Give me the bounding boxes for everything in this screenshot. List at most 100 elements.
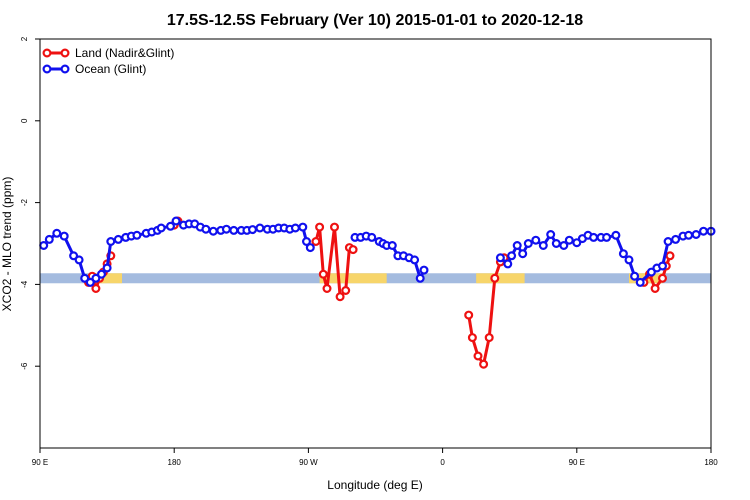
x-axis-label: Longitude (deg E) xyxy=(327,478,422,492)
legend: Land (Nadir&Glint) Ocean (Glint) xyxy=(42,46,174,76)
series-1-point-0-15 xyxy=(132,230,142,240)
series-1-point-1-3 xyxy=(367,232,377,242)
series-0-point-3-0 xyxy=(464,310,474,320)
series-1-point-0-3 xyxy=(59,231,69,241)
series-1-point-0-27 xyxy=(208,226,218,236)
series-1-point-0-40 xyxy=(290,223,300,233)
series-1-point-2-18 xyxy=(611,230,621,240)
series-1-point-0-1 xyxy=(44,234,54,244)
series-1-point-2-29 xyxy=(684,230,694,240)
legend-marker-right-0 xyxy=(60,48,70,58)
series-1-point-0-9 xyxy=(96,269,106,279)
series-0-point-2-0 xyxy=(311,237,321,247)
legend-marker-right-1 xyxy=(60,64,70,74)
legend-label-1: Ocean (Glint) xyxy=(75,62,146,76)
series-0-point-2-8 xyxy=(348,245,358,255)
series-1-point-0-0 xyxy=(39,241,49,251)
series-0-point-3-2 xyxy=(473,351,483,361)
legend-marker-left-1 xyxy=(42,64,52,74)
series-1-point-0-11 xyxy=(106,237,116,247)
series-0-point-2-3 xyxy=(322,284,332,294)
series-0-point-2-1 xyxy=(315,222,325,232)
series-1-point-0-6 xyxy=(80,273,90,283)
series-1-point-0-33 xyxy=(248,225,258,235)
y-axis-label: XCO2 - MLO trend (ppm) xyxy=(0,177,14,312)
series-1-point-2-8 xyxy=(546,230,556,240)
series-1-point-0-8 xyxy=(91,273,101,283)
series-1-point-2-19 xyxy=(618,249,628,259)
series-1-point-2-26 xyxy=(663,237,673,247)
x-tick-label-1: 180 xyxy=(168,458,182,467)
series-1-point-2-25 xyxy=(657,261,667,271)
series-1-point-2-4 xyxy=(518,249,528,259)
series-0-point-2-4 xyxy=(330,222,340,232)
series-0-point-2-6 xyxy=(341,286,351,296)
series-1-point-1-13 xyxy=(419,265,429,275)
series-1-point-0-7 xyxy=(85,277,95,287)
series-1-point-0-21 xyxy=(171,216,181,226)
series-0-point-4-5 xyxy=(665,251,675,261)
x-tick-label-5: 180 xyxy=(704,458,718,467)
plot-area-border xyxy=(39,38,712,449)
land-band-2 xyxy=(476,273,525,284)
x-tick-label-0: 90 E xyxy=(32,458,48,467)
series-1-point-0-34 xyxy=(255,223,265,233)
axis-ticks: 90 E 180 90 W 0 90 E 180 2 0 -2 -4 -6 xyxy=(20,36,718,467)
series-1-point-2-9 xyxy=(551,239,561,249)
series-0-point-3-1 xyxy=(467,333,477,343)
series-1-point-0-42 xyxy=(302,237,312,247)
series-1-point-0-2 xyxy=(52,228,62,238)
series-1-point-2-27 xyxy=(671,234,681,244)
series-0-point-3-4 xyxy=(484,333,494,343)
background-band xyxy=(40,273,711,284)
series-1-point-2-31 xyxy=(698,226,708,236)
series-1-point-2-15 xyxy=(589,232,599,242)
series-0-point-4-2 xyxy=(650,284,660,294)
series-1-point-0-26 xyxy=(201,224,211,234)
series-1-point-2-21 xyxy=(630,271,640,281)
series-1 xyxy=(39,216,716,287)
series-1-point-0-5 xyxy=(74,255,84,265)
series-1-point-0-30 xyxy=(229,225,239,235)
series-1-point-1-11 xyxy=(410,255,420,265)
series-1-point-2-5 xyxy=(523,239,533,249)
series-1-point-0-10 xyxy=(102,263,112,273)
series-0-point-3-5 xyxy=(490,273,500,283)
series-1-point-0-41 xyxy=(298,222,308,232)
series-0-point-0-2 xyxy=(91,284,101,294)
series-1-point-2-0 xyxy=(495,253,505,263)
series-1-point-2-17 xyxy=(602,232,612,242)
series-0-line-2 xyxy=(314,225,354,299)
series-1-point-2-7 xyxy=(538,241,548,251)
legend-label-0: Land (Nadir&Glint) xyxy=(75,46,174,60)
series-1-point-2-20 xyxy=(624,255,634,265)
x-tick-label-4: 90 E xyxy=(569,458,585,467)
series-1-point-2-3 xyxy=(512,241,522,251)
y-tick-label-3: -4 xyxy=(20,280,29,288)
land-band-0 xyxy=(92,273,123,284)
x-tick-label-2: 90 W xyxy=(299,458,318,467)
y-tick-label-2: -2 xyxy=(20,198,29,206)
x-tick-label-3: 0 xyxy=(440,458,445,467)
y-tick-label-1: 0 xyxy=(20,118,29,123)
series-1-point-0-19 xyxy=(156,223,166,233)
land-band-1 xyxy=(319,273,387,284)
series-1-point-2-30 xyxy=(691,230,701,240)
series-1-point-0-29 xyxy=(221,224,231,234)
series-1-point-1-7 xyxy=(387,241,397,251)
series-1-point-1-12 xyxy=(415,273,425,283)
series-layer xyxy=(39,216,716,369)
series-1-point-2-11 xyxy=(564,235,574,245)
series-1-point-2-6 xyxy=(531,235,541,245)
y-tick-label-4: -6 xyxy=(20,362,29,370)
series-1-point-2-2 xyxy=(507,251,517,261)
y-tick-label-0: 2 xyxy=(20,36,29,41)
series-1-point-2-22 xyxy=(635,277,645,287)
series-0-point-3-3 xyxy=(479,359,489,369)
series-0-point-4-3 xyxy=(657,273,667,283)
series-1-point-2-10 xyxy=(559,241,569,251)
series-1-point-2-1 xyxy=(503,259,513,269)
series-0-point-2-5 xyxy=(335,292,345,302)
series-1-point-0-43 xyxy=(305,243,315,253)
